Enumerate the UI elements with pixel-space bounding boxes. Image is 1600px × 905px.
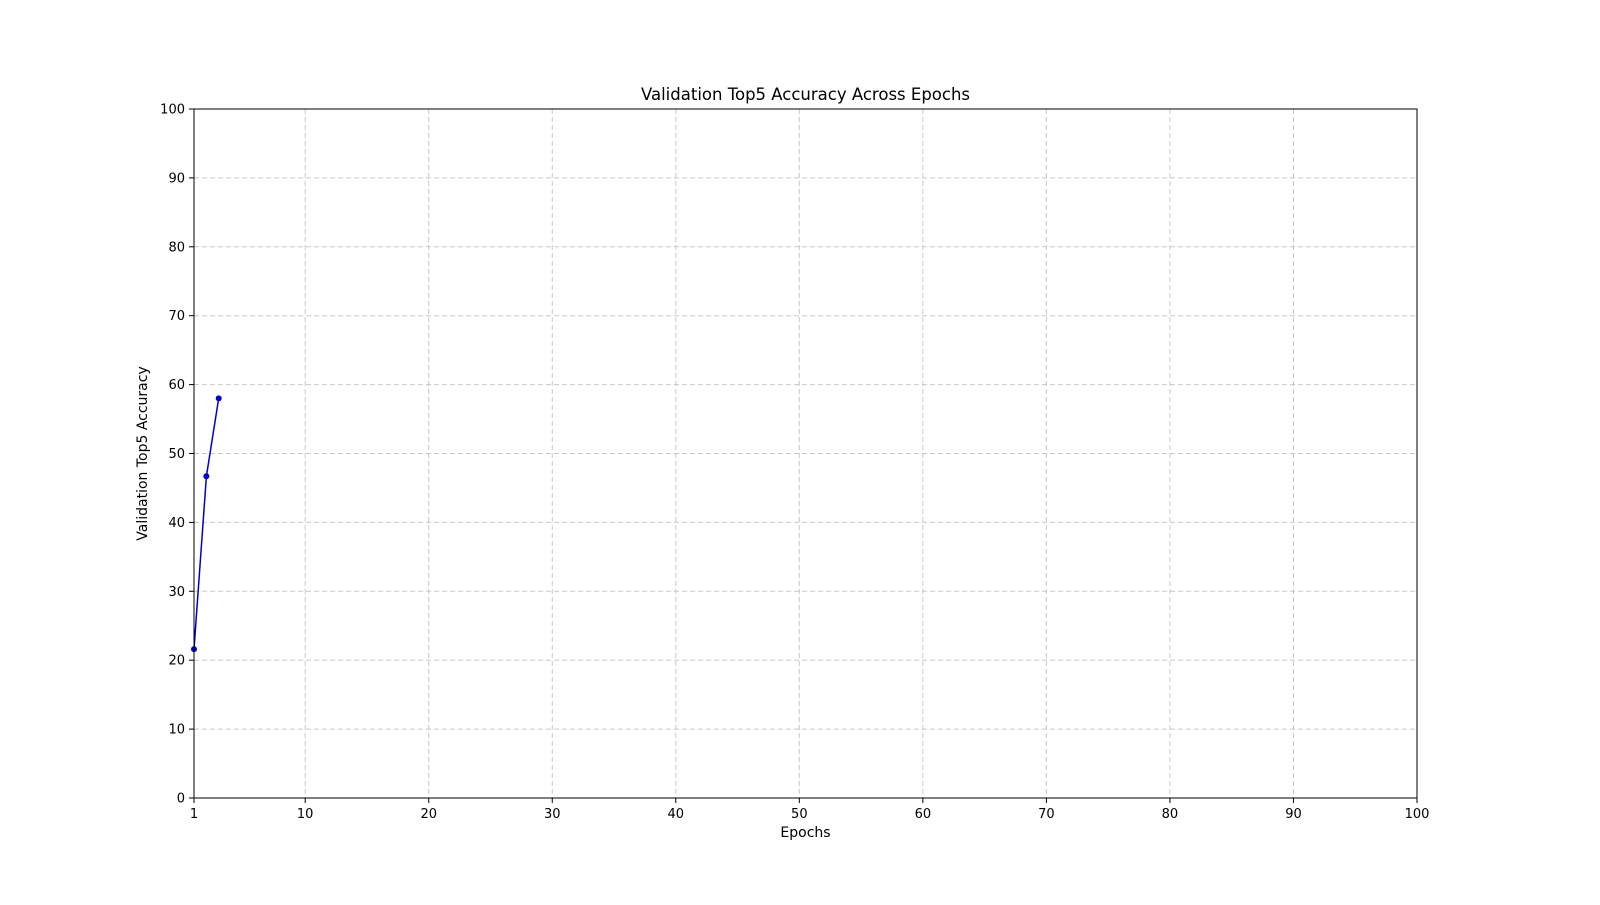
x-tick-label: 50	[791, 807, 808, 822]
y-tick-label: 70	[168, 309, 185, 324]
x-tick-label: 20	[420, 807, 437, 822]
y-tick-label: 90	[168, 171, 185, 186]
y-tick-label: 30	[168, 585, 185, 600]
x-tick-label: 90	[1285, 807, 1302, 822]
x-tick-label: 60	[915, 807, 932, 822]
y-tick-label: 0	[177, 792, 185, 807]
y-tick-label: 50	[168, 447, 185, 462]
data-series	[191, 395, 222, 653]
y-tick-label: 100	[160, 103, 185, 118]
y-tick-label: 10	[168, 723, 185, 738]
data-point	[203, 473, 210, 480]
x-tick-label: 70	[1038, 807, 1055, 822]
y-tick-label: 20	[168, 654, 185, 669]
x-axis-label: Epochs	[780, 825, 830, 841]
x-tick-label: 1	[190, 807, 198, 822]
y-axis-label: Validation Top5 Accuracy	[135, 366, 151, 540]
y-tick-label: 40	[168, 516, 185, 531]
x-tick-label: 80	[1162, 807, 1179, 822]
x-tick-label: 40	[668, 807, 685, 822]
y-tick-label: 60	[168, 378, 185, 393]
x-tick-label: 30	[544, 807, 561, 822]
x-tick-label: 10	[297, 807, 314, 822]
data-point	[215, 395, 222, 402]
chart-title: Validation Top5 Accuracy Across Epochs	[641, 85, 970, 104]
y-tick-label: 80	[168, 240, 185, 255]
axis-ticks: 1 10 20 30 40 50 60 70 80 90 100 0 10 20 30 40 50 60 70 80 9…	[160, 103, 1429, 823]
x-tick-label: 100	[1405, 807, 1430, 822]
